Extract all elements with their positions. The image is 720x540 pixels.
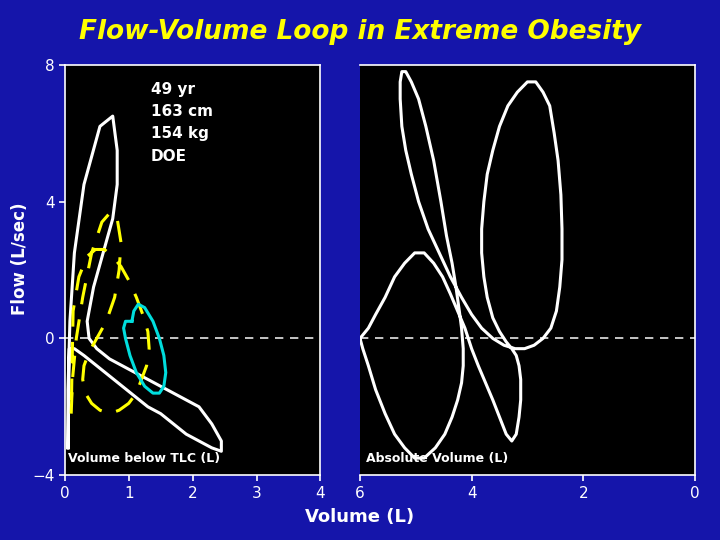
Text: Flow (L/sec): Flow (L/sec): [11, 203, 29, 315]
Text: Absolute Volume (L): Absolute Volume (L): [366, 452, 508, 465]
Text: Volume (L): Volume (L): [305, 509, 415, 526]
Text: Flow-Volume Loop in Extreme Obesity: Flow-Volume Loop in Extreme Obesity: [79, 19, 641, 45]
Text: 49 yr
163 cm
154 kg
DOE: 49 yr 163 cm 154 kg DOE: [151, 82, 213, 164]
Text: Volume below TLC (L): Volume below TLC (L): [68, 452, 220, 465]
